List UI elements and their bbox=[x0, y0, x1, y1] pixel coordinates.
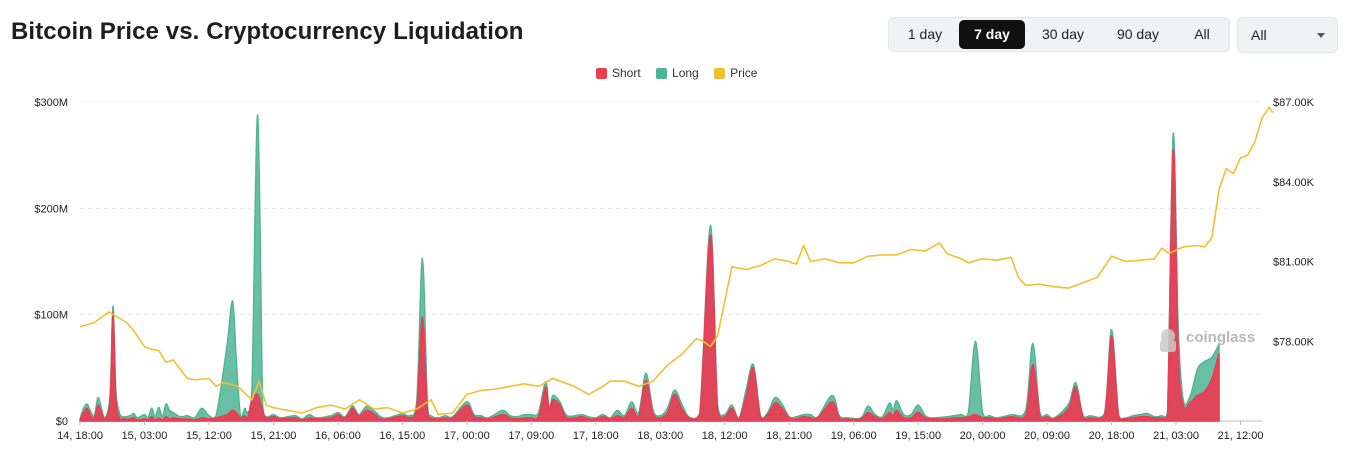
y-left-tick-label: $300M bbox=[34, 97, 68, 109]
x-tick-label: 20, 09:00 bbox=[1024, 430, 1070, 442]
area-long bbox=[79, 114, 1220, 422]
x-tick-label: 18, 12:00 bbox=[702, 430, 748, 442]
x-tick-label: 21, 03:00 bbox=[1153, 430, 1199, 442]
x-tick-label: 17, 00:00 bbox=[444, 430, 490, 442]
price-line bbox=[79, 106, 1274, 416]
coinglass-logo-icon bbox=[1160, 329, 1176, 352]
watermark-text: coinglass bbox=[1186, 329, 1255, 346]
legend-label-price: Price bbox=[730, 66, 758, 80]
short-swatch bbox=[596, 67, 607, 79]
y-right-tick-label: $81.00K bbox=[1273, 257, 1315, 269]
range-30-day-button[interactable]: 30 day bbox=[1041, 26, 1085, 42]
x-tick-label: 19, 15:00 bbox=[895, 430, 941, 442]
chart-legend: Short Long Price bbox=[596, 66, 769, 82]
x-tick-label: 16, 15:00 bbox=[379, 430, 425, 442]
range-90-day-button[interactable]: 90 day bbox=[1116, 26, 1160, 42]
x-tick-label: 15, 21:00 bbox=[250, 430, 296, 442]
long-swatch bbox=[656, 67, 668, 79]
price-swatch bbox=[714, 67, 726, 79]
x-tick-label: 20, 00:00 bbox=[960, 430, 1006, 442]
legend-item-long[interactable]: Long bbox=[656, 66, 699, 80]
range-all-button[interactable]: All bbox=[1194, 26, 1210, 42]
y-right-tick-label: $84.00K bbox=[1273, 177, 1315, 189]
area-short bbox=[79, 149, 1220, 422]
x-tick-label: 20, 18:00 bbox=[1089, 430, 1135, 442]
legend-item-short[interactable]: Short bbox=[596, 66, 641, 80]
legend-item-price[interactable]: Price bbox=[714, 66, 757, 80]
x-tick-label: 15, 03:00 bbox=[122, 430, 168, 442]
coin-filter-select[interactable]: All bbox=[1237, 17, 1338, 53]
x-tick-label: 18, 03:00 bbox=[637, 430, 683, 442]
range-1-day-button[interactable]: 1 day bbox=[907, 26, 943, 42]
x-tick-label: 17, 18:00 bbox=[573, 430, 619, 442]
range-7-day-button[interactable]: 7 day bbox=[959, 20, 1025, 49]
y-left-tick-label: $100M bbox=[34, 310, 68, 322]
logo-circle bbox=[1161, 329, 1175, 343]
page-title: Bitcoin Price vs. Cryptocurrency Liquida… bbox=[11, 18, 524, 45]
x-tick-label: 18, 21:00 bbox=[766, 430, 812, 442]
legend-label-long: Long bbox=[672, 66, 699, 80]
legend-label-short: Short bbox=[612, 66, 641, 80]
y-left-tick-label: $200M bbox=[34, 203, 68, 215]
y-right-tick-label: $78.00K bbox=[1273, 336, 1315, 348]
x-tick-label: 21, 12:00 bbox=[1218, 430, 1264, 442]
coin-filter-value: All bbox=[1251, 27, 1267, 43]
y-right-tick-label: $87.00K bbox=[1273, 97, 1315, 109]
x-tick-label: 16, 06:00 bbox=[315, 430, 361, 442]
x-tick-label: 19, 06:00 bbox=[831, 430, 877, 442]
y-left-tick-label: $0 bbox=[56, 416, 68, 428]
logo-body bbox=[1160, 340, 1176, 352]
x-tick-label: 15, 12:00 bbox=[186, 430, 232, 442]
chevron-down-icon bbox=[1317, 33, 1325, 38]
x-tick-label: 14, 18:00 bbox=[57, 430, 103, 442]
time-range-selector: 1 day 7 day 30 day 90 day All bbox=[888, 17, 1230, 52]
x-tick-label: 17, 09:00 bbox=[508, 430, 554, 442]
